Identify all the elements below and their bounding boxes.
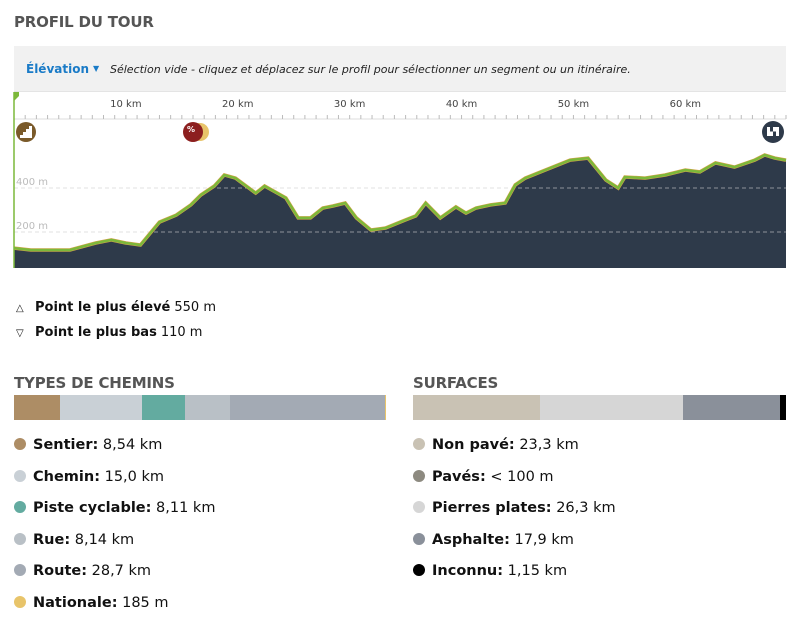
legend-value: 8,14 km (74, 531, 135, 548)
surfaces-legend-item: Inconnu: 1,15 km (413, 563, 567, 579)
surfaces-legend-item: Non pavé: 23,3 km (413, 437, 579, 453)
lowest-value: 110 m (160, 325, 203, 340)
legend-value: 26,3 km (556, 500, 616, 516)
percent-glyph: % (187, 125, 195, 134)
way_types-bar-segment (14, 395, 61, 420)
y-tick-label: 200 m (16, 221, 48, 232)
legend-label: Pavés: (432, 468, 486, 485)
legend-dot-icon (14, 501, 26, 513)
legend-label: Route: (33, 563, 88, 579)
legend-value: 28,7 km (91, 563, 152, 579)
surfaces-bar-segment (779, 395, 786, 420)
finish-flag-check (773, 131, 776, 136)
triangle-down-icon: ▽ (16, 328, 24, 339)
legend-dot-icon (413, 564, 425, 576)
highest-value: 550 m (174, 300, 216, 315)
elevation-area (14, 155, 786, 268)
surfaces-legend-item: Asphalte: 17,9 km (413, 532, 574, 548)
legend-label: Piste cyclable: (33, 500, 152, 516)
y-tick-label: 400 m (16, 177, 48, 188)
highest-label: Point le plus élevé (35, 300, 171, 315)
way_types-legend-item: Nationale: 185 m (14, 595, 169, 611)
x-tick-label: 60 km (670, 99, 701, 110)
elevation-profile-chart[interactable]: 10 km 20 km 30 km 40 km 50 km 60 km 200 m 400 m… (0, 92, 800, 270)
legend-value: 15,0 km (104, 468, 165, 485)
lowest-point: ▽ Point le plus bas 110 m (16, 325, 202, 340)
caret-down-icon: ▼ (93, 64, 100, 73)
way-types-bar (14, 395, 386, 420)
legend-dot-icon (14, 438, 26, 450)
elevation-dropdown-label: Élévation (26, 62, 90, 76)
selection-hint: Sélection vide - cliquez et déplacez sur… (110, 63, 631, 76)
legend-dot-icon (14, 564, 26, 576)
surfaces-bar-segment (539, 395, 683, 420)
surfaces-bar-segment (413, 395, 540, 420)
legend-value: 8,54 km (102, 437, 163, 453)
surfaces-title: SURFACES (413, 374, 499, 392)
way_types-bar-segment (229, 395, 385, 420)
elevation-dropdown[interactable]: Élévation ▼ (26, 62, 99, 76)
way_types-bar-segment (60, 395, 142, 420)
legend-value: 23,3 km (519, 437, 579, 453)
legend-label: Rue: (33, 531, 71, 548)
way_types-bar-segment (141, 395, 186, 420)
legend-dot-icon (413, 438, 425, 450)
gradient-percent-icon (183, 122, 203, 142)
way-types-title: TYPES DE CHEMINS (14, 374, 175, 392)
way_types-legend-item: Rue: 8,14 km (14, 532, 134, 548)
way_types-legend-item: Piste cyclable: 8,11 km (14, 500, 215, 516)
x-tick-label: 50 km (558, 99, 589, 110)
legend-dot-icon (14, 469, 26, 482)
legend-dot-icon (14, 595, 26, 608)
surfaces-legend-item: Pavés: < 100 m (413, 469, 554, 485)
legend-value: 17,9 km (514, 531, 574, 548)
profile-toolbar: Élévation ▼ Sélection vide - cliquez et d… (14, 46, 786, 92)
x-tick-label: 40 km (446, 99, 477, 110)
stairs-icon (20, 126, 32, 138)
finish-flag-check (770, 127, 773, 132)
x-tick-label: 10 km (110, 99, 141, 110)
legend-dot-icon (413, 532, 425, 545)
way_types-legend-item: Chemin: 15,0 km (14, 469, 164, 485)
legend-value: 1,15 km (507, 563, 568, 579)
surfaces-bar-segment (682, 395, 780, 420)
legend-label: Non pavé: (432, 437, 515, 453)
surfaces-legend-item: Pierres plates: 26,3 km (413, 500, 616, 516)
legend-value: 8,11 km (156, 500, 216, 516)
start-flag-icon (14, 92, 19, 101)
way_types-legend-item: Sentier: 8,54 km (14, 437, 162, 453)
elevation-line (13, 153, 787, 252)
way_types-bar-segment (185, 395, 230, 420)
legend-label: Sentier: (33, 437, 99, 453)
x-tick-label: 30 km (334, 99, 365, 110)
page-title: PROFIL DU TOUR (14, 13, 154, 31)
x-tick-label: 20 km (222, 99, 253, 110)
way_types-bar-segment (384, 395, 386, 420)
legend-value: 185 m (122, 594, 169, 611)
surfaces-bar (413, 395, 786, 420)
legend-dot-icon (413, 501, 425, 513)
legend-value: < 100 m (490, 468, 554, 485)
legend-label: Nationale: (33, 594, 118, 611)
legend-dot-icon (413, 469, 425, 482)
triangle-up-icon: △ (16, 303, 24, 314)
legend-label: Chemin: (33, 468, 100, 485)
way_types-legend-item: Route: 28,7 km (14, 563, 151, 579)
legend-label: Inconnu: (432, 563, 504, 579)
highest-point: △ Point le plus élevé 550 m (16, 300, 216, 315)
legend-dot-icon (14, 532, 26, 545)
legend-label: Pierres plates: (432, 500, 552, 516)
legend-label: Asphalte: (432, 531, 510, 548)
lowest-label: Point le plus bas (35, 325, 157, 340)
